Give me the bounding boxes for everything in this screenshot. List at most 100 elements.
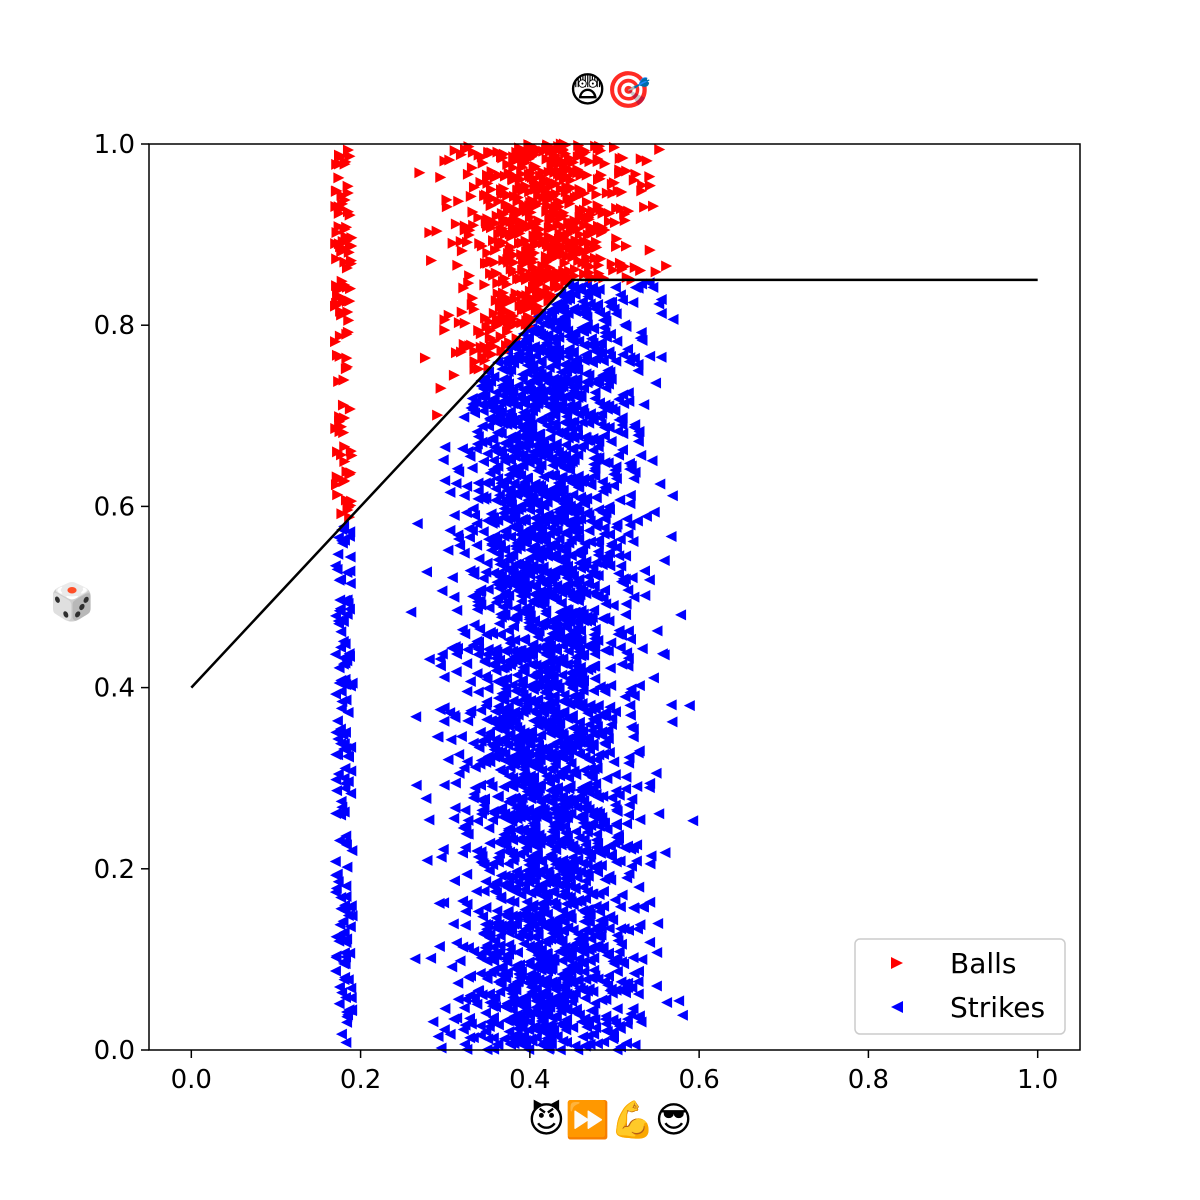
strike-point bbox=[471, 539, 483, 551]
strike-point bbox=[537, 330, 549, 342]
strike-point bbox=[608, 958, 620, 970]
ball-point bbox=[473, 325, 485, 337]
strike-point bbox=[462, 942, 474, 954]
strike-point bbox=[607, 599, 619, 611]
strike-point bbox=[573, 335, 585, 347]
strike-point bbox=[504, 454, 516, 466]
strike-point bbox=[595, 347, 607, 359]
strike-point bbox=[518, 910, 530, 922]
strike-point bbox=[339, 594, 351, 606]
strike-point bbox=[503, 895, 515, 907]
strike-point bbox=[546, 1022, 558, 1034]
ball-point bbox=[339, 455, 351, 467]
strike-point bbox=[331, 785, 343, 797]
ball-point bbox=[521, 274, 533, 286]
strike-point bbox=[638, 399, 650, 411]
ball-point bbox=[342, 500, 354, 512]
strike-point bbox=[543, 528, 555, 540]
strike-point bbox=[598, 430, 610, 442]
strike-point bbox=[531, 377, 543, 389]
strike-point bbox=[640, 510, 652, 522]
ball-point bbox=[439, 314, 451, 326]
strike-point bbox=[519, 771, 531, 783]
strike-point bbox=[532, 631, 544, 643]
strike-point bbox=[609, 894, 621, 906]
strike-point bbox=[585, 848, 597, 860]
strike-point bbox=[335, 702, 347, 714]
ball-point bbox=[601, 187, 613, 199]
boundary-line-group bbox=[190, 278, 1038, 689]
strike-point bbox=[489, 705, 501, 717]
strike-point bbox=[552, 427, 564, 439]
strike-point bbox=[510, 1029, 522, 1041]
strike-point bbox=[639, 589, 651, 601]
strike-point bbox=[549, 341, 561, 353]
strike-point bbox=[586, 888, 598, 900]
strike-point bbox=[528, 497, 540, 509]
strike-point bbox=[479, 793, 491, 805]
strike-point bbox=[432, 1031, 444, 1043]
strike-point bbox=[494, 764, 506, 776]
strike-point bbox=[477, 526, 489, 538]
ball-point bbox=[332, 446, 344, 458]
legend-label-strikes: Strikes bbox=[950, 991, 1045, 1024]
strike-point bbox=[601, 403, 613, 415]
strike-point bbox=[532, 949, 544, 961]
strike-point bbox=[520, 994, 532, 1006]
strike-point bbox=[644, 350, 656, 362]
strike-point bbox=[505, 531, 517, 543]
ball-point bbox=[534, 223, 546, 235]
strike-point bbox=[626, 572, 638, 584]
strike-point bbox=[540, 489, 552, 501]
strike-point bbox=[515, 999, 527, 1011]
strike-point bbox=[583, 525, 595, 537]
strike-point bbox=[584, 536, 596, 548]
ball-point bbox=[607, 187, 619, 199]
strike-point bbox=[624, 519, 636, 531]
strike-point bbox=[493, 748, 505, 760]
strike-point bbox=[585, 933, 597, 945]
strike-point bbox=[584, 408, 596, 420]
strike-point bbox=[562, 922, 574, 934]
strike-point bbox=[502, 564, 514, 576]
strike-point bbox=[500, 414, 512, 426]
strike-point bbox=[511, 930, 523, 942]
strike-point bbox=[333, 618, 345, 630]
strike-point bbox=[549, 655, 561, 667]
x-tick-label: 0.0 bbox=[171, 1065, 212, 1095]
strike-point bbox=[329, 856, 341, 868]
ball-point bbox=[561, 251, 573, 263]
strike-point bbox=[609, 464, 621, 476]
strike-point bbox=[342, 707, 354, 719]
strike-point bbox=[459, 919, 471, 931]
strike-point bbox=[530, 517, 542, 529]
strike-point bbox=[543, 633, 555, 645]
strike-point bbox=[442, 754, 454, 766]
ball-point bbox=[503, 322, 515, 334]
strike-point bbox=[502, 905, 514, 917]
strike-point bbox=[515, 965, 527, 977]
ball-point bbox=[480, 312, 492, 324]
boundary-line bbox=[190, 278, 1038, 689]
strike-point bbox=[436, 585, 448, 597]
strike-point bbox=[627, 536, 639, 548]
strike-point bbox=[564, 359, 576, 371]
ball-point bbox=[497, 276, 509, 288]
strike-point bbox=[573, 722, 585, 734]
strike-point bbox=[551, 1030, 563, 1042]
strike-point bbox=[624, 489, 636, 501]
strike-point bbox=[590, 713, 602, 725]
y-tick-label: 0.0 bbox=[94, 1036, 135, 1066]
strike-point bbox=[559, 319, 571, 331]
ball-point bbox=[340, 363, 352, 375]
x-axis-ticks: 0.0 0.2 0.4 0.6 0.8 1.0 bbox=[171, 1050, 1058, 1095]
strike-point bbox=[471, 517, 483, 529]
ball-point bbox=[591, 188, 603, 200]
ball-point bbox=[550, 209, 562, 221]
strike-point bbox=[454, 539, 466, 551]
strike-point bbox=[501, 599, 513, 611]
ball-point bbox=[339, 223, 351, 235]
strike-point bbox=[435, 851, 447, 863]
strike-point bbox=[540, 312, 552, 324]
strike-point bbox=[599, 739, 611, 751]
